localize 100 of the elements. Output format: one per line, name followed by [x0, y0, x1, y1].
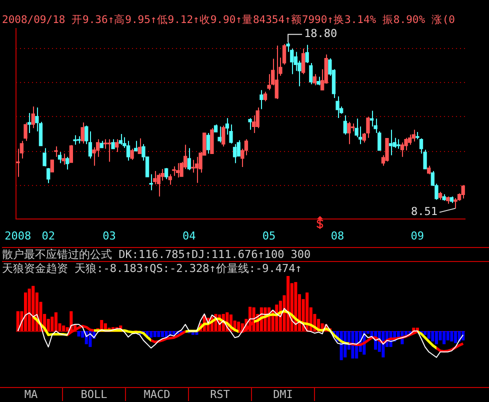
- bar: [150, 331, 153, 338]
- bar: [446, 331, 450, 340]
- candlestick: [343, 114, 347, 136]
- x-tick-label: 03: [102, 229, 116, 242]
- candlestick: [156, 172, 161, 198]
- bar: [62, 326, 66, 331]
- candlestick: [400, 142, 404, 158]
- bar: [438, 331, 442, 340]
- bar: [462, 331, 465, 340]
- candlestick: [454, 198, 458, 209]
- candlestick: [301, 48, 306, 75]
- candlestick: [194, 156, 199, 184]
- bar: [450, 331, 454, 342]
- candlestick: [130, 148, 134, 160]
- annotation: 18.80: [304, 27, 338, 40]
- candlestick: [118, 133, 122, 146]
- candlestick: [134, 140, 138, 152]
- bar: [454, 331, 458, 344]
- chart-subtitle: 2008/09/18 开9.36↑高9.95↑低9.12↑收9.90↑量84354↑额7990↑换3.14% 振8.90% 涨(0: [2, 14, 456, 27]
- candlestick: [107, 138, 112, 162]
- candlestick: [336, 96, 340, 118]
- bar: [16, 311, 20, 331]
- candlestick: [24, 122, 28, 142]
- candlestick: [73, 134, 77, 146]
- candlestick: [385, 138, 389, 162]
- candlestick: [218, 126, 222, 144]
- bar: [294, 282, 298, 331]
- x-tick-label: 08: [330, 229, 344, 242]
- bar: [434, 331, 438, 344]
- candlestick: [50, 159, 54, 173]
- candlestick: [27, 112, 32, 134]
- candlestick: [42, 148, 46, 167]
- candlestick: [305, 44, 309, 64]
- candlestick: [347, 121, 351, 145]
- candlestick: [191, 159, 195, 174]
- text: DMI: [252, 388, 315, 401]
- candlestick: [263, 91, 268, 102]
- bar: [88, 331, 92, 347]
- text: MA: [0, 388, 63, 401]
- x-tick-label: 02: [42, 229, 55, 242]
- candlestick: [58, 152, 62, 164]
- candlestick: [206, 132, 210, 154]
- candlestick: [115, 138, 119, 153]
- bar: [32, 286, 35, 331]
- x-tick-label: 05: [262, 229, 276, 242]
- text: RST: [189, 388, 252, 401]
- x-tick-label: 2008: [4, 229, 32, 242]
- bar: [24, 292, 28, 331]
- candlestick: [172, 166, 176, 176]
- bar: [237, 322, 240, 331]
- candlestick: [126, 140, 130, 162]
- bar: [77, 331, 80, 336]
- candlestick: [164, 167, 168, 180]
- candlestick: [168, 174, 172, 186]
- candlestick: [312, 74, 317, 86]
- bar: [157, 331, 160, 338]
- bar: [172, 331, 176, 335]
- bar: [351, 331, 354, 358]
- candlestick: [46, 167, 50, 184]
- candlestick: [461, 184, 465, 199]
- candlestick: [252, 114, 256, 134]
- candlestick: [187, 148, 191, 171]
- candlestick: [176, 162, 180, 178]
- bar: [28, 288, 31, 331]
- candlestick: [153, 170, 157, 185]
- bar: [427, 331, 430, 339]
- text: MACD: [126, 388, 189, 401]
- annotation: 8.51: [410, 205, 438, 218]
- bar: [54, 312, 58, 331]
- bar: [286, 276, 290, 331]
- bar: [160, 331, 164, 338]
- candlestick: [104, 138, 108, 150]
- x-tick-label: 09: [410, 229, 424, 242]
- bar: [424, 331, 427, 335]
- candlestick: [232, 144, 237, 164]
- candlestick: [222, 125, 226, 148]
- candlestick: [54, 146, 58, 158]
- candlestick: [309, 62, 313, 85]
- candlestick: [111, 138, 115, 150]
- candlestick: [138, 138, 142, 154]
- candlestick: [256, 107, 260, 129]
- chart-title: 天狼资金趋资 天狼:-8.183↑QS:-2.328↑价量线:-9.474↑: [2, 261, 489, 275]
- candlestick: [80, 122, 84, 144]
- candlestick: [274, 45, 278, 100]
- candlestick: [31, 106, 35, 129]
- bar: [153, 331, 156, 338]
- x-tick-label: 04: [182, 229, 196, 242]
- candlestick: [267, 74, 271, 91]
- text: 散户最不应错过的公式 DK:116.785↑DJ:111.676↑100 300: [2, 247, 489, 261]
- candlestick: [388, 129, 393, 156]
- candlestick: [366, 116, 370, 138]
- bar: [50, 316, 54, 331]
- text: BOLL: [63, 388, 126, 401]
- candlestick: [66, 156, 70, 170]
- candlestick: [62, 153, 66, 166]
- bar: [442, 331, 446, 344]
- candlestick: [248, 118, 252, 130]
- candlestick: [260, 90, 264, 110]
- candlestick: [69, 144, 74, 164]
- bar: [431, 331, 434, 342]
